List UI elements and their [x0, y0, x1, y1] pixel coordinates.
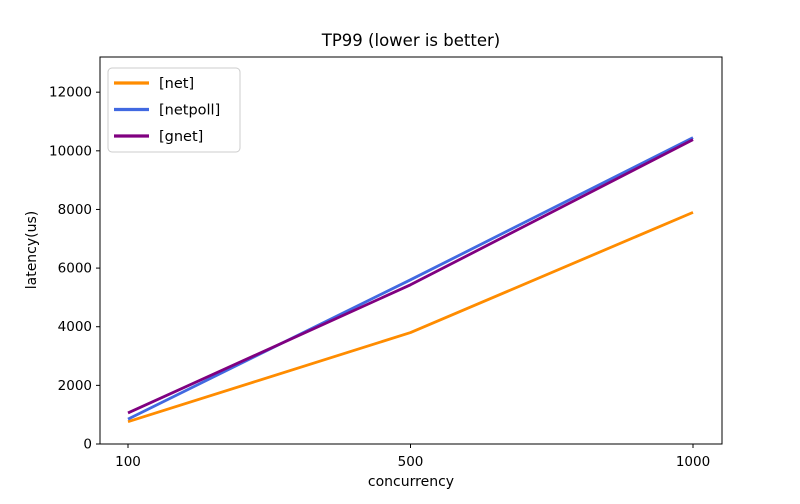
plot-area: 0 2000 4000 6000 8000 10000 12000 100 500 1000 [ne… [49, 56, 723, 470]
y-axis-label: latency(us) [24, 211, 40, 290]
y-tick-label: 8000 [58, 202, 92, 218]
x-tick-label: 500 [398, 454, 424, 470]
legend-label-2: [gnet] [159, 129, 203, 145]
y-tick-label: 6000 [58, 261, 92, 277]
y-tick-label: 12000 [49, 85, 92, 101]
series-line-net [127, 211, 694, 424]
legend-label-0: [net] [159, 76, 194, 92]
x-tick-label: 1000 [676, 454, 710, 470]
y-tick-label: 10000 [49, 143, 92, 159]
x-axis-label: concurrency [368, 474, 454, 490]
series-line-gnet [127, 138, 694, 415]
y-tick-label: 4000 [58, 319, 92, 335]
legend: [net] [netpoll] [gnet] [107, 67, 241, 153]
legend-box [107, 67, 241, 153]
y-tick-label: 2000 [58, 378, 92, 394]
y-tick-label: 0 [83, 437, 92, 453]
chart-title: TP99 (lower is better) [321, 31, 500, 50]
series-line-netpoll [127, 136, 694, 421]
x-tick-label: 100 [115, 454, 141, 470]
legend-label-1: [netpoll] [159, 103, 220, 119]
